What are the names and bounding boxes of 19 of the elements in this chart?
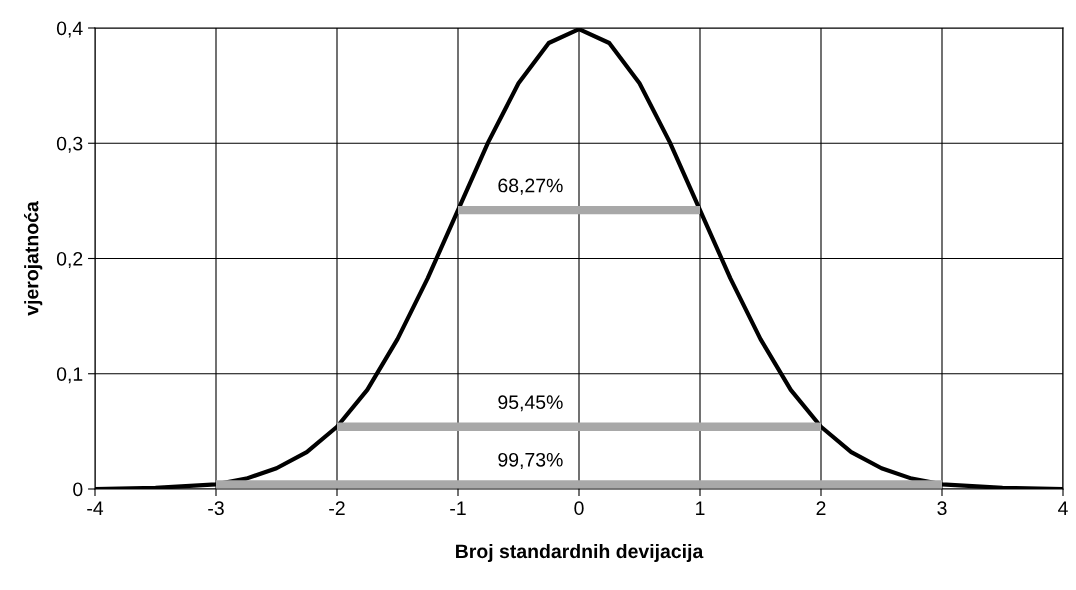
x-tick-label: 4: [1058, 501, 1068, 515]
y-tick-label: 0,4: [56, 21, 83, 38]
annotation: 99,73%: [498, 452, 563, 469]
y-tick-label: 0,2: [56, 251, 83, 269]
y-tick-label: 0,3: [56, 136, 83, 153]
annotation: 68,27%: [498, 178, 563, 195]
y-tick-label: 0: [73, 482, 83, 497]
x-tick-label: 1: [696, 501, 705, 515]
x-tick-label: -1: [450, 501, 466, 515]
annotation: 95,45%: [498, 395, 563, 412]
x-tick-label: 0: [574, 501, 584, 516]
y-axis-title: vjerojatnoća: [23, 201, 43, 316]
x-axis-title: Broj standardnih devijacija: [456, 543, 704, 563]
x-tick-label: -3: [208, 501, 224, 516]
x-tick-label: -2: [329, 501, 345, 515]
x-tick-label: 2: [816, 501, 826, 515]
x-tick-label: -4: [87, 501, 104, 515]
y-tick-label: 0,1: [56, 367, 83, 384]
x-tick-label: 3: [937, 501, 947, 516]
